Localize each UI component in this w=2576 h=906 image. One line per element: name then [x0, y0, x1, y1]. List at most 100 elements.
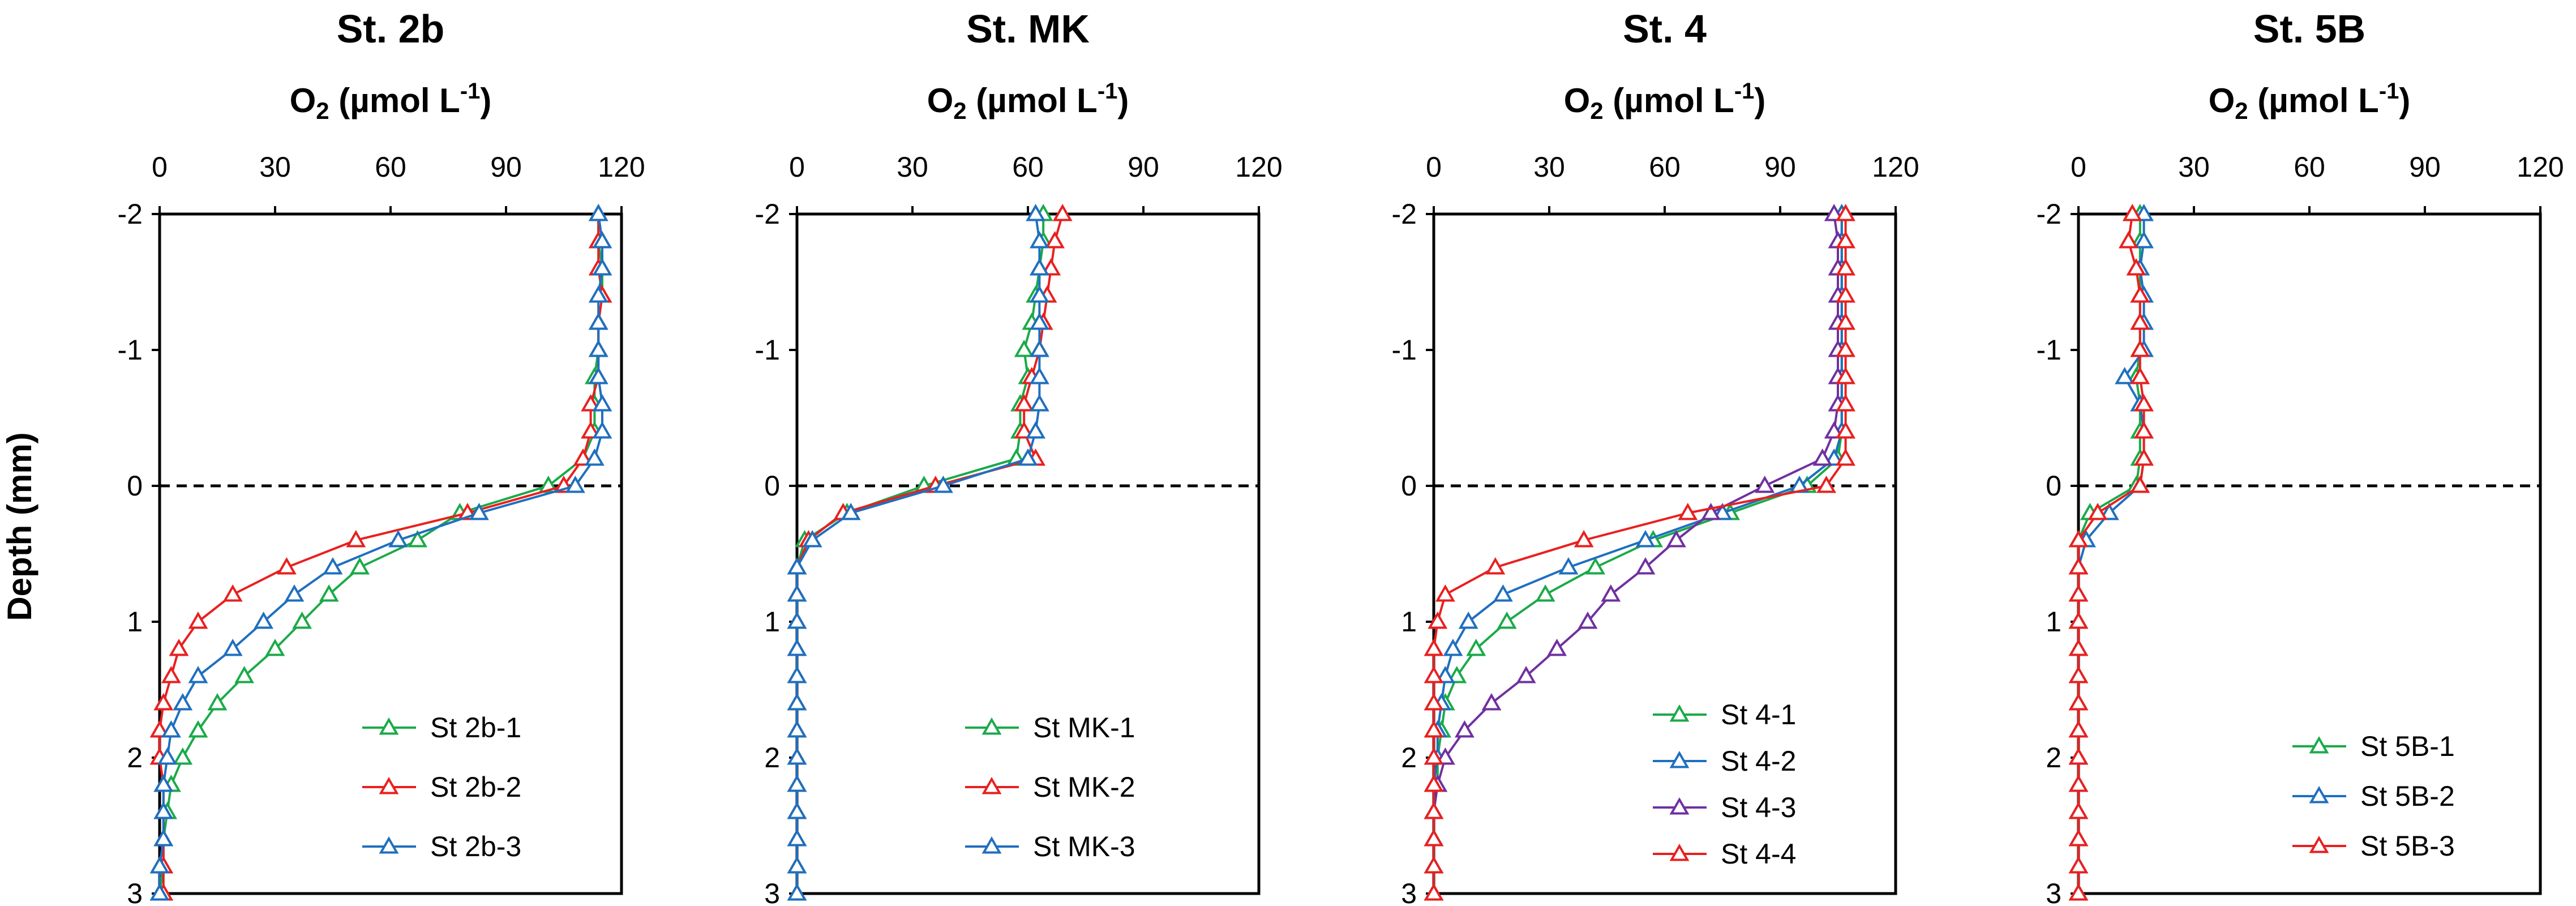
series-st-2b-2	[149, 203, 612, 901]
data-point	[2122, 203, 2142, 221]
legend-marker	[981, 836, 1002, 854]
legend: St 2b-1 St 2b-2 St 2b-3	[362, 712, 521, 862]
legend-marker	[1669, 750, 1690, 768]
data-point	[2134, 394, 2154, 412]
data-point	[2088, 502, 2108, 520]
data-point	[1018, 448, 1038, 466]
data-point	[1041, 258, 1061, 276]
legend-entry: St MK-2	[1033, 771, 1135, 803]
data-point	[1424, 693, 1444, 711]
data-point	[1578, 611, 1598, 629]
y-tick-label: 1	[2046, 606, 2061, 638]
data-point	[1026, 203, 1046, 221]
data-point	[153, 693, 174, 711]
data-point	[592, 421, 612, 439]
legend-marker	[379, 776, 399, 794]
y-tick-label: -2	[118, 198, 143, 230]
x-tick-label: 90	[490, 151, 522, 183]
data-point	[1585, 557, 1606, 575]
data-point	[1574, 529, 1594, 548]
chart-panel: St. 5B O2 (µmol L-1) 0 30 60 90 120 -2 -1 0 1 2 3 St …	[2037, 7, 2564, 906]
legend-marker	[2309, 736, 2329, 754]
legend-entry: St 4-4	[1721, 838, 1796, 870]
data-point	[188, 665, 208, 683]
data-point	[2134, 421, 2154, 439]
data-point	[188, 611, 208, 629]
data-point	[1045, 230, 1065, 249]
data-point	[787, 665, 807, 683]
data-point	[1824, 203, 1844, 221]
data-point	[787, 693, 807, 711]
data-point	[222, 584, 243, 602]
data-point	[1424, 720, 1444, 738]
legend-entry: St 4-1	[1721, 699, 1796, 730]
data-point	[149, 883, 170, 901]
data-point	[588, 203, 608, 221]
data-point	[1029, 230, 1049, 249]
data-point	[276, 557, 297, 575]
x-tick-label: 30	[897, 151, 928, 183]
x-tick-label: 90	[1128, 151, 1159, 183]
series-line	[796, 214, 1045, 894]
x-tick-label: 120	[1235, 151, 1282, 183]
y-tick-label: 2	[764, 742, 780, 773]
y-tick-label: -2	[2037, 198, 2061, 230]
data-point	[2115, 366, 2135, 384]
series-st-2b-1	[149, 203, 612, 901]
data-point	[2068, 774, 2089, 792]
data-point	[2068, 828, 2089, 847]
data-point	[1635, 557, 1656, 575]
data-point	[1466, 638, 1486, 656]
data-point	[1424, 747, 1444, 765]
series-line	[796, 213, 1064, 894]
y-tick-label: 3	[1401, 878, 1417, 906]
data-point	[588, 339, 608, 357]
data-point	[1547, 638, 1567, 656]
data-point	[592, 258, 612, 276]
chart-title: St. 2b	[337, 7, 445, 51]
data-point	[173, 747, 193, 765]
y-tick-label: 1	[127, 606, 143, 638]
series-line	[2077, 213, 2145, 894]
x-tick-label: 0	[789, 151, 805, 183]
x-tick-label: 60	[375, 151, 406, 183]
data-point	[1678, 502, 1698, 520]
data-point	[1558, 557, 1579, 575]
legend: St 5B-1 St 5B-2 St 5B-3	[2292, 730, 2455, 862]
series-st-mk-3	[787, 203, 1049, 901]
x-tick-label: 30	[1533, 151, 1565, 183]
y-tick-label: -1	[1392, 334, 1417, 366]
data-point	[1029, 339, 1049, 357]
legend-marker	[379, 717, 399, 735]
x-tick-label: 60	[1649, 151, 1681, 183]
x-tick-label: 120	[598, 151, 645, 183]
chart-title: St. MK	[966, 7, 1090, 51]
legend-entry: St 2b-2	[430, 771, 521, 803]
data-point	[787, 883, 807, 901]
y-tick-label: 0	[764, 470, 780, 502]
data-point	[787, 611, 807, 629]
data-point	[153, 774, 174, 792]
data-point	[254, 611, 274, 629]
data-point	[1824, 421, 1844, 439]
data-point	[592, 230, 612, 249]
data-point	[1029, 258, 1049, 276]
x-tick-label: 60	[2294, 151, 2325, 183]
x-tick-label: 60	[1012, 151, 1044, 183]
data-point	[581, 394, 601, 412]
legend-marker	[1669, 704, 1690, 722]
data-point	[2068, 693, 2089, 711]
legend-entry: St MK-1	[1033, 712, 1135, 743]
legend-entry: St MK-3	[1033, 831, 1135, 862]
data-point	[153, 828, 174, 847]
data-point	[1454, 720, 1475, 738]
data-point	[2130, 475, 2150, 493]
x-axis-label: O2 (µmol L-1)	[290, 79, 492, 124]
y-tick-label: -2	[1392, 198, 1417, 230]
data-point	[1435, 665, 1455, 683]
data-point	[1014, 339, 1034, 357]
data-point	[2068, 584, 2089, 602]
data-point	[1516, 665, 1536, 683]
data-point	[222, 638, 243, 656]
data-point	[2130, 339, 2150, 357]
